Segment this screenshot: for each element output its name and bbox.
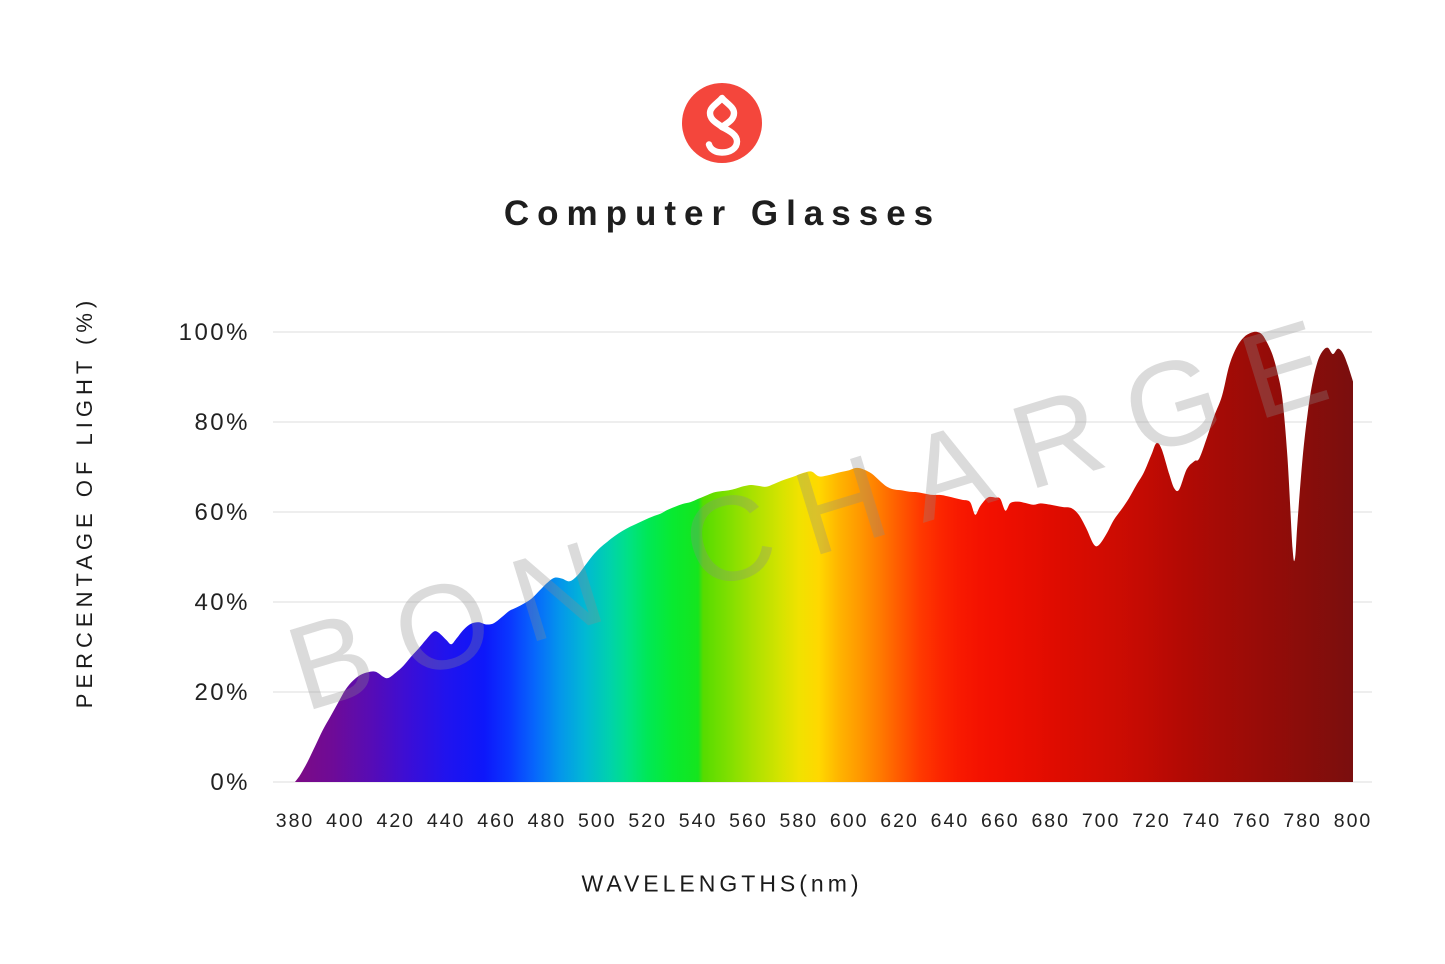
x-tick-label-540: 540	[679, 810, 718, 832]
x-tick-label-580: 580	[780, 810, 819, 832]
x-tick-label-440: 440	[427, 810, 466, 832]
x-tick-label-760: 760	[1233, 810, 1272, 832]
x-tick-label-500: 500	[578, 810, 617, 832]
x-tick-label-780: 780	[1283, 810, 1322, 832]
logo-figure8-glyph	[705, 94, 741, 156]
x-tick-label-480: 480	[528, 810, 567, 832]
x-tick-label-640: 640	[931, 810, 970, 832]
x-tick-label-800: 800	[1334, 810, 1373, 832]
x-tick-label-460: 460	[477, 810, 516, 832]
y-axis-tick-labels: 0% 20% 40% 60% 80% 100%	[179, 319, 250, 796]
transmission-area	[295, 331, 1353, 782]
x-tick-label-720: 720	[1132, 810, 1171, 832]
x-tick-label-560: 560	[729, 810, 768, 832]
x-tick-label-620: 620	[880, 810, 919, 832]
x-tick-label-520: 520	[628, 810, 667, 832]
logo-circle	[682, 83, 762, 163]
x-tick-label-700: 700	[1082, 810, 1121, 832]
y-tick-label-40: 40%	[194, 589, 250, 616]
x-tick-label-660: 660	[981, 810, 1020, 832]
x-tick-label-400: 400	[326, 810, 365, 832]
y-tick-label-60: 60%	[194, 499, 250, 526]
boncharge-logo-icon	[682, 83, 762, 163]
x-tick-label-420: 420	[376, 810, 415, 832]
y-tick-label-80: 80%	[194, 409, 250, 436]
x-tick-label-380: 380	[276, 810, 315, 832]
x-tick-label-680: 680	[1031, 810, 1070, 832]
boncharge-logo	[681, 82, 763, 164]
y-tick-label-20: 20%	[194, 679, 250, 706]
y-tick-label-0: 0%	[210, 769, 250, 796]
x-axis-title: WAVELENGTHS(nm)	[581, 870, 863, 897]
y-axis-title: PERCENTAGE OF LIGHT (%)	[72, 295, 97, 709]
x-tick-label-600: 600	[830, 810, 869, 832]
page-title: Computer Glasses	[503, 194, 942, 233]
y-tick-label-100: 100%	[179, 319, 250, 346]
x-tick-label-740: 740	[1183, 810, 1222, 832]
x-axis-tick-labels: 380 400 420 440 460 480 500 520 540 560 580 600 620 6…	[276, 810, 1373, 832]
